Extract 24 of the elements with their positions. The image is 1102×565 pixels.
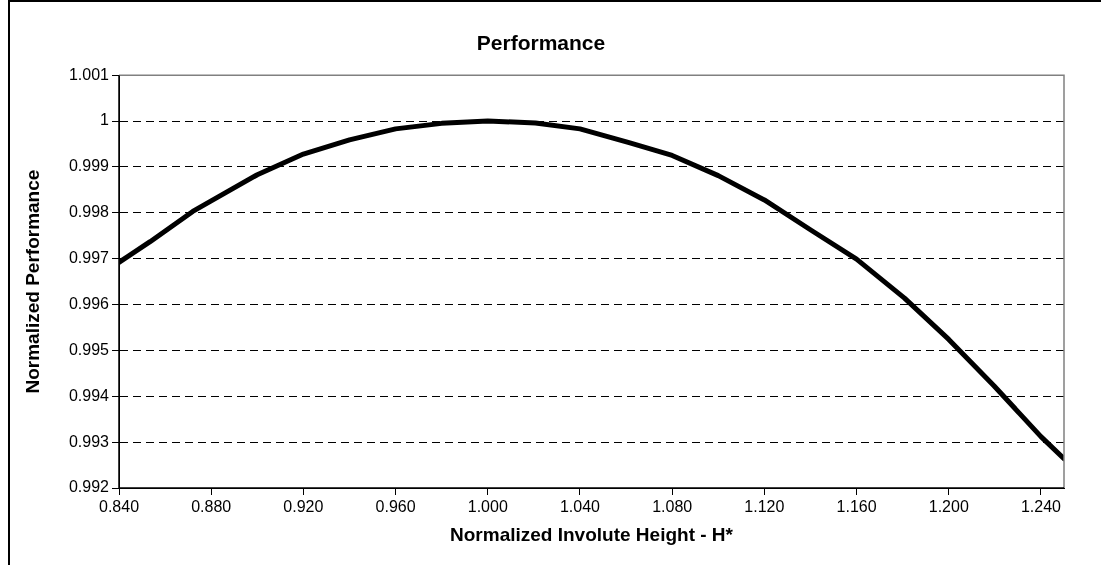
y-tick-label: 0.994 (68, 386, 110, 404)
y-tick-label: 0.992 (68, 478, 110, 496)
x-tick-label: 1.200 (928, 498, 969, 516)
y-tick-label: 0.995 (68, 340, 110, 358)
y-tick-label: 0.993 (68, 432, 110, 450)
x-tick-label: 1.080 (652, 498, 693, 516)
x-tick-label: 0.880 (191, 498, 232, 516)
chart-title: Performance (476, 31, 606, 55)
y-axis-title: Normalized Performance (21, 169, 43, 394)
y-tick-label: 0.997 (68, 249, 110, 267)
y-tick-label: 0.999 (68, 157, 110, 175)
x-axis-title: Normalized Involute Height - H* (450, 523, 734, 545)
y-tick-label: 0.998 (68, 203, 110, 221)
x-tick-label: 1.040 (559, 498, 601, 516)
x-tick-label: 0.960 (375, 498, 416, 516)
x-tick-label: 0.840 (98, 498, 140, 516)
y-tick-label: 1.001 (68, 65, 110, 83)
x-tick-label: 1.000 (467, 498, 508, 516)
x-tick-label: 1.240 (1020, 498, 1062, 516)
y-tick-label: 1 (100, 111, 110, 129)
y-tick-label: 0.996 (68, 294, 110, 312)
x-tick-label: 1.120 (744, 498, 785, 516)
x-tick-label: 0.920 (283, 498, 324, 516)
x-tick-label: 1.160 (836, 498, 877, 516)
